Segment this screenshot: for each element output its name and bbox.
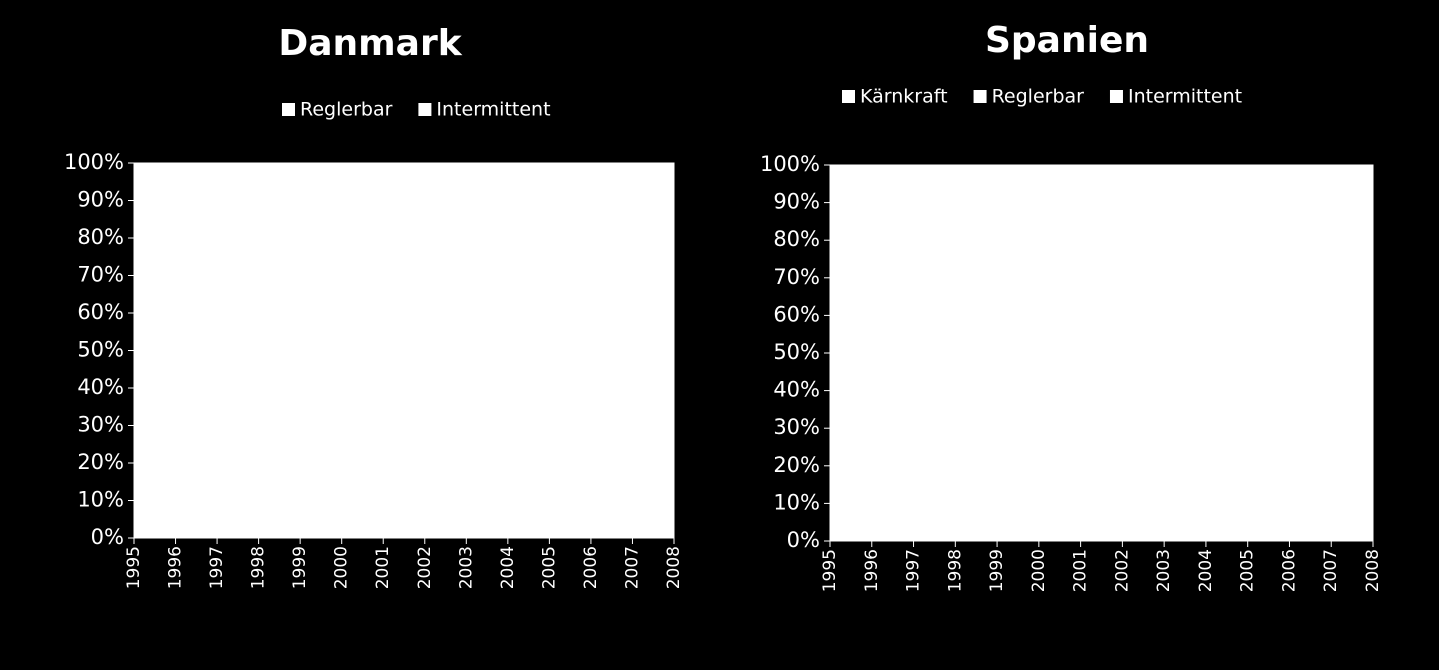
y-tick-label: 50% [77, 338, 124, 362]
x-tick-label: 2007 [1321, 549, 1341, 592]
y-tick-label: 40% [773, 378, 820, 402]
y-tick-label: 60% [77, 300, 124, 324]
x-tick-label: 1999 [987, 549, 1007, 592]
x-tick-label: 2002 [415, 546, 435, 589]
legend-swatch [842, 90, 855, 103]
y-tick-label: 10% [77, 488, 124, 512]
x-tick-label: 2004 [498, 546, 518, 589]
x-tick-label: 2000 [332, 546, 352, 589]
x-tick-label: 2006 [1279, 549, 1299, 592]
y-tick-label: 10% [773, 490, 820, 514]
x-tick-label: 2002 [1112, 549, 1132, 592]
x-tick-label: 1995 [820, 549, 840, 592]
x-tick-label: 1997 [207, 546, 227, 589]
y-tick-label: 20% [77, 450, 124, 474]
area [133, 207, 675, 539]
y-tick-label: 30% [773, 415, 820, 439]
area [829, 168, 1374, 474]
y-tick-label: 0% [787, 528, 820, 552]
x-tick-label: 1995 [124, 546, 144, 589]
y-tick-label: 100% [64, 150, 124, 174]
x-tick-label: 2008 [664, 546, 684, 589]
x-tick-label: 2008 [1363, 549, 1383, 592]
legend-label: Reglerbar [300, 99, 393, 121]
y-tick-label: 50% [773, 340, 820, 364]
x-tick-label: 1996 [862, 549, 882, 592]
legend-swatch [282, 103, 295, 116]
y-tick-label: 40% [77, 375, 124, 399]
x-tick-label: 1998 [945, 549, 965, 592]
y-tick-label: 80% [77, 225, 124, 249]
y-tick-label: 60% [773, 302, 820, 326]
area [829, 164, 1374, 207]
x-tick-label: 2004 [1196, 549, 1216, 592]
legend-label: Reglerbar [992, 86, 1085, 108]
legend-label: Kärnkraft [860, 86, 948, 108]
x-tick-label: 2003 [1154, 549, 1174, 592]
x-tick-label: 1999 [290, 546, 310, 589]
legend-swatch [418, 103, 432, 116]
x-tick-label: 2003 [456, 546, 476, 589]
x-tick-label: 2006 [581, 546, 601, 589]
legend-swatch [973, 90, 987, 103]
area [133, 162, 675, 239]
x-tick-label: 1997 [904, 549, 924, 592]
y-tick-label: 30% [77, 413, 124, 437]
legend-swatch [1109, 90, 1123, 103]
x-tick-label: 2001 [373, 546, 393, 589]
x-tick-label: 2007 [622, 546, 642, 589]
y-tick-label: 80% [773, 227, 820, 251]
x-tick-label: 1996 [166, 546, 186, 589]
legend-label: Intermittent [1128, 86, 1242, 108]
x-tick-label: 2005 [539, 546, 559, 589]
chart-title: Spanien [985, 20, 1149, 61]
y-tick-label: 70% [77, 263, 124, 287]
chart-title: Danmark [278, 23, 462, 64]
x-tick-label: 1998 [249, 546, 269, 589]
legend-label: Intermittent [436, 99, 550, 121]
y-tick-label: 100% [760, 152, 820, 176]
x-tick-label: 2005 [1238, 549, 1258, 592]
y-tick-label: 20% [773, 453, 820, 477]
x-tick-label: 2001 [1071, 549, 1091, 592]
y-tick-label: 90% [773, 190, 820, 214]
y-tick-label: 0% [91, 525, 124, 549]
y-tick-label: 90% [77, 188, 124, 212]
x-tick-label: 2000 [1029, 549, 1049, 592]
y-tick-label: 70% [773, 265, 820, 289]
